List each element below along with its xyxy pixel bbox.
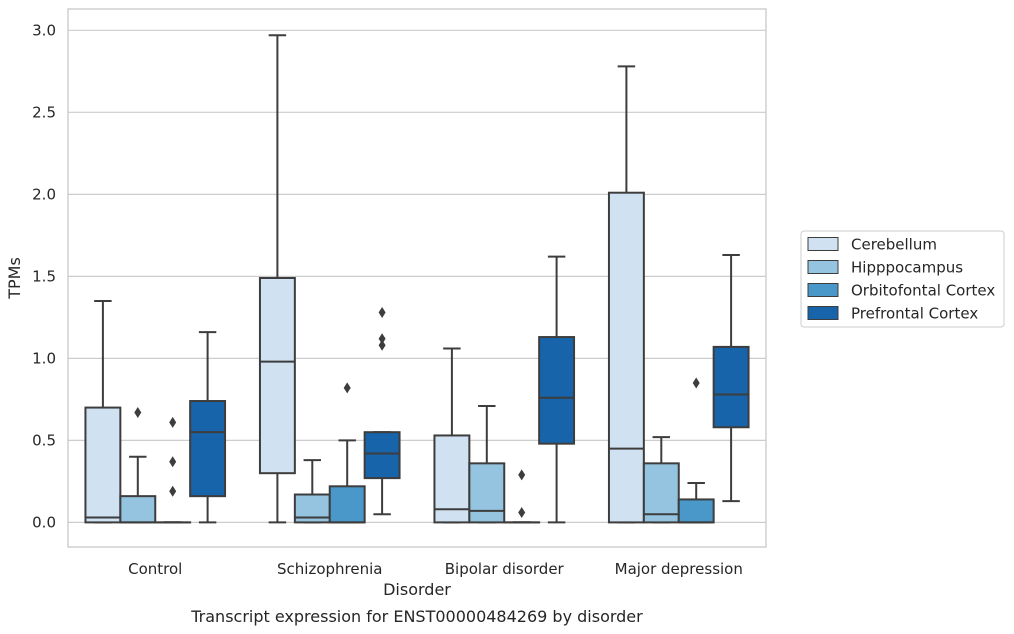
box-0-3 — [189, 331, 227, 524]
x-tick-label: Control — [128, 560, 182, 578]
legend-swatch — [807, 237, 839, 251]
box-rect — [119, 495, 157, 524]
plot-background — [68, 9, 766, 547]
legend: Cerebellum Hipppocampus Orbitofontal Corte… — [800, 230, 1005, 328]
x-tick-label: Bipolar disorder — [445, 560, 565, 578]
outlier-point — [692, 377, 700, 389]
legend-swatch — [807, 260, 839, 274]
outlier-point — [134, 407, 142, 418]
box-rect — [189, 400, 227, 498]
legend-swatch — [807, 283, 839, 297]
chart-caption: Transcript expression for ENST0000048426… — [190, 607, 643, 626]
box-1-3 — [363, 306, 401, 516]
box-rect — [258, 277, 296, 475]
y-tick-label: 1.0 — [32, 349, 56, 367]
box-rect — [363, 431, 401, 480]
box-2-0 — [433, 347, 471, 524]
outlier-point — [378, 333, 386, 345]
y-tick-label: 1.5 — [32, 267, 56, 285]
box-rect — [642, 462, 680, 524]
outlier-point — [169, 416, 177, 428]
x-tick-label: Major depression — [615, 560, 743, 578]
y-tick-label: 3.0 — [32, 21, 56, 39]
box-rect — [677, 498, 715, 524]
x-tick-label: Schizophrenia — [277, 560, 382, 578]
legend-label: Hipppocampus — [851, 259, 963, 277]
box-3-1 — [642, 436, 680, 524]
box-1-0 — [258, 34, 296, 524]
x-tick-labels: Control Schizophrenia Bipolar disorder Majo… — [128, 560, 743, 578]
legend-label: Cerebellum — [851, 236, 937, 254]
outlier-point — [518, 469, 526, 481]
legend-label: Prefrontal Cortex — [851, 305, 978, 323]
box-3-0 — [607, 65, 645, 524]
y-tick-label: 0.5 — [32, 431, 56, 449]
box-2-2 — [503, 469, 541, 524]
box-0-0 — [84, 299, 122, 524]
outlier-point — [169, 485, 177, 497]
box-rect — [84, 406, 122, 524]
y-tick-label: 2.5 — [32, 103, 56, 121]
box-1-2 — [328, 382, 366, 524]
box-1-1 — [293, 459, 331, 524]
box-rect — [468, 462, 506, 524]
y-tick-label: 0.0 — [32, 513, 56, 531]
box-rect — [607, 191, 645, 524]
box-rect — [712, 345, 750, 429]
y-axis-label: TPMs — [5, 257, 24, 300]
box-series — [84, 34, 750, 524]
plot-frame — [67, 8, 767, 548]
outlier-point — [378, 306, 386, 318]
box-3-2 — [677, 377, 715, 524]
outlier-point — [343, 382, 351, 394]
box-2-3 — [538, 255, 576, 524]
box-rect — [328, 485, 366, 524]
outlier-point — [169, 456, 177, 468]
box-rect — [433, 434, 471, 524]
box-2-1 — [468, 404, 506, 524]
outlier-point — [518, 507, 526, 519]
box-0-2 — [154, 416, 192, 524]
box-3-3 — [712, 254, 750, 503]
legend-swatch — [807, 306, 839, 320]
legend-frame — [800, 230, 1005, 328]
box-rect — [538, 336, 576, 445]
x-axis-label: Disorder — [383, 580, 451, 599]
legend-label: Orbitofontal Cortex — [851, 282, 995, 300]
y-tick-label: 2.0 — [32, 185, 56, 203]
box-0-1 — [119, 407, 157, 524]
y-tick-labels: 0.0 0.5 1.0 1.5 2.0 2.5 3.0 — [32, 21, 56, 531]
legend-items: Cerebellum Hipppocampus Orbitofontal Corte… — [807, 236, 995, 323]
outlier-point — [378, 339, 386, 351]
